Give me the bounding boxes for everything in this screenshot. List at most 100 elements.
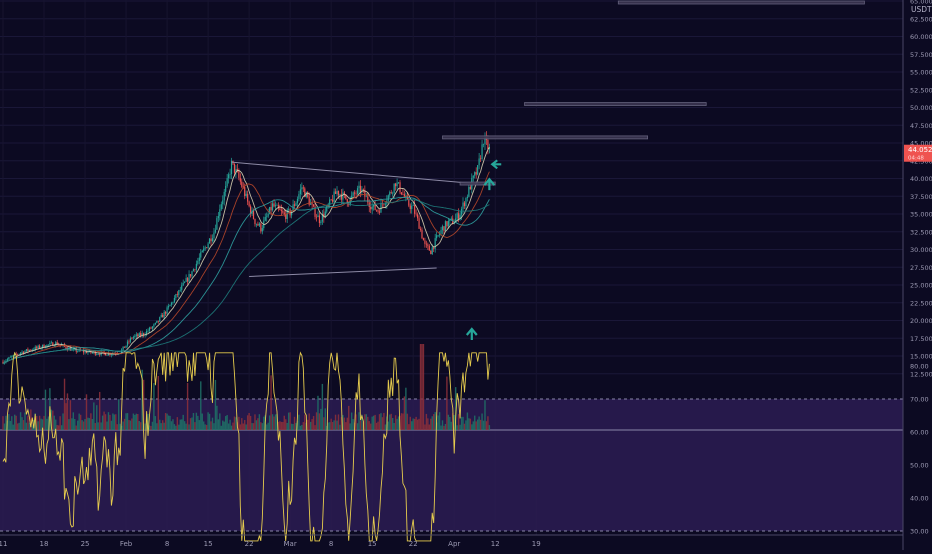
volume-bar: [345, 422, 347, 430]
candle: [352, 191, 354, 198]
volume-bar: [157, 375, 159, 430]
volume-bar: [203, 421, 205, 430]
volume-bar: [198, 420, 201, 430]
volume-bar: [3, 423, 6, 430]
volume-bar: [219, 413, 221, 430]
osc-tick-label: 30.00: [910, 528, 929, 536]
candle: [280, 204, 282, 216]
candle: [94, 350, 96, 356]
volume-bar: [474, 415, 476, 430]
candle: [194, 268, 196, 273]
volume-bar: [446, 376, 448, 430]
candle: [184, 281, 186, 284]
volume-bar: [53, 415, 55, 430]
candle: [163, 310, 165, 320]
candle: [452, 215, 454, 225]
volume-bar: [195, 412, 198, 430]
volume-bar: [43, 415, 45, 430]
candle: [397, 181, 400, 184]
price-axis: [903, 0, 932, 550]
candle: [9, 355, 11, 358]
y-tick-label: 65.000: [910, 0, 932, 6]
volume-bar: [82, 421, 85, 430]
volume-bar: [371, 416, 373, 430]
candle: [179, 286, 181, 292]
volume-bar: [452, 413, 454, 430]
candle: [330, 198, 332, 201]
candle: [257, 221, 259, 226]
volume-bar: [380, 413, 382, 430]
volume-bar: [267, 422, 269, 430]
trendline: [231, 161, 490, 186]
candle: [418, 215, 420, 229]
volume-bar: [266, 424, 268, 430]
volume-bar: [156, 423, 158, 430]
volume-bar: [161, 420, 164, 430]
candle: [311, 198, 313, 209]
volume-bar: [160, 423, 162, 430]
candle: [482, 143, 485, 148]
volume-bar: [140, 422, 142, 430]
volume-bar: [74, 419, 76, 430]
candle: [468, 184, 470, 198]
candle: [176, 291, 178, 298]
volume-bar: [21, 417, 23, 430]
volume-bar: [84, 419, 86, 430]
volume-bar: [449, 416, 451, 430]
volume-bar: [104, 414, 107, 430]
candle: [320, 220, 322, 226]
volume-bar: [334, 414, 337, 430]
candle: [173, 295, 176, 304]
volume-bar: [277, 421, 280, 430]
volume-bar: [324, 408, 326, 430]
signal-arrow-up: [465, 327, 478, 340]
candle: [466, 194, 469, 202]
candle: [191, 270, 193, 278]
candle: [430, 250, 432, 255]
volume-bar: [9, 420, 12, 430]
candle: [197, 257, 199, 266]
volume-bar: [38, 415, 41, 430]
y-tick-label: 20.000: [910, 317, 932, 325]
signal-arrow-up: [483, 177, 496, 191]
volume-bar: [368, 421, 370, 430]
candle: [77, 350, 79, 353]
volume-bar: [113, 414, 116, 430]
candle: [181, 282, 183, 293]
volume-bar: [116, 424, 118, 430]
candle: [427, 242, 429, 251]
volume-bar: [359, 420, 362, 430]
volume-bar: [179, 419, 181, 430]
resistance-zone: [459, 181, 496, 186]
candle: [361, 186, 363, 196]
candle: [409, 203, 411, 214]
candle: [135, 332, 137, 339]
candle: [469, 185, 471, 190]
candle: [203, 245, 205, 253]
y-tick-label: 25.000: [910, 282, 932, 290]
volume-bar: [425, 413, 428, 430]
volume-bar: [110, 420, 113, 430]
volume-bar: [487, 416, 489, 430]
volume-bar: [289, 412, 291, 430]
candle: [201, 249, 203, 253]
moving-average-line: [2, 196, 490, 364]
signal-arrow-left: [490, 159, 502, 170]
candle: [302, 185, 304, 193]
volume-bar: [176, 417, 179, 430]
volume-bar: [101, 415, 104, 430]
candle: [147, 328, 149, 333]
candle: [472, 175, 474, 182]
volume-bar: [18, 422, 20, 430]
volume-bar: [378, 414, 381, 430]
volume-bar: [274, 414, 277, 430]
volume-bar: [233, 416, 236, 430]
volume-bar: [131, 418, 133, 430]
y-tick-label: 27.500: [910, 264, 932, 272]
volume-bar: [151, 421, 154, 430]
volume-bar: [242, 423, 244, 430]
volume-bar: [35, 416, 38, 430]
candle: [226, 174, 228, 188]
